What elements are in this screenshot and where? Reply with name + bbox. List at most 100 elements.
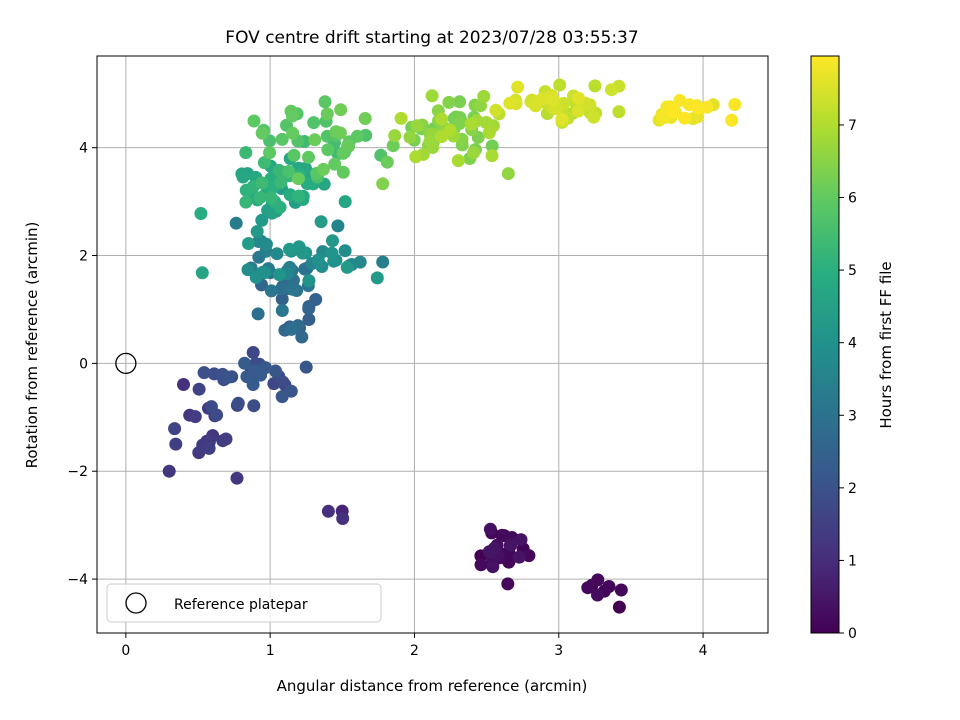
scatter-point: [286, 126, 300, 140]
scatter-point: [275, 390, 289, 404]
colorbar-tick-label: 2: [848, 481, 857, 497]
scatter-point: [309, 293, 323, 306]
scatter-point: [571, 104, 585, 118]
scatter-point: [274, 175, 288, 189]
scatter-point: [295, 330, 309, 344]
scatter-point: [168, 422, 182, 436]
scatter-point: [338, 244, 352, 258]
scatter-point: [296, 246, 310, 260]
scatter-point: [219, 432, 233, 446]
scatter-point: [656, 111, 670, 125]
scatter-point: [331, 219, 345, 233]
scatter-point: [162, 464, 176, 478]
colorbar-tick-label: 1: [848, 553, 857, 569]
scatter-point: [251, 307, 265, 321]
scatter-point: [202, 441, 216, 455]
x-tick-label: 2: [410, 643, 419, 659]
scatter-point: [257, 156, 271, 170]
scatter-point: [299, 360, 313, 374]
scatter-point: [275, 292, 289, 306]
scatter-point: [464, 117, 478, 131]
scatter-point: [376, 177, 390, 191]
scatter-point: [333, 126, 347, 140]
colorbar-tick-label: 3: [848, 408, 857, 424]
scatter-point: [477, 89, 491, 103]
scatter-point: [230, 471, 244, 485]
scatter-point: [242, 237, 255, 250]
scatter-point: [380, 155, 394, 169]
scatter-point: [284, 322, 298, 336]
y-axis-label: Rotation from reference (arcmin): [23, 222, 41, 469]
scatter-point: [240, 370, 254, 384]
scatter-point: [725, 113, 739, 127]
scatter-point: [353, 255, 367, 269]
scatter-point: [287, 148, 301, 162]
colorbar-tick-label: 0: [848, 626, 857, 642]
scatter-point: [522, 549, 536, 563]
y-tick-label: 0: [79, 356, 88, 372]
scatter-point: [514, 533, 528, 547]
scatter-point: [591, 588, 604, 602]
scatter-point: [678, 111, 691, 125]
scatter-point: [236, 170, 250, 184]
scatter-point: [291, 172, 305, 186]
scatter-point: [275, 304, 289, 317]
scatter-point: [269, 364, 282, 378]
scatter-point: [386, 139, 400, 153]
chart-title: FOV centre drift starting at 2023/07/28 …: [225, 28, 638, 48]
plot-frame: [96, 55, 769, 634]
scatter-point: [338, 195, 352, 209]
scatter-point: [425, 89, 439, 103]
scatter-point: [221, 370, 235, 384]
scatter-point: [442, 95, 456, 109]
x-axis-ticks: 0 1 2 3 4: [121, 633, 708, 659]
scatter-point: [325, 246, 339, 260]
scatter-point: [485, 149, 499, 163]
scatter-point: [553, 78, 567, 92]
scatter-point: [320, 107, 334, 121]
scatter-point: [264, 284, 278, 298]
scatter-point: [409, 150, 423, 164]
scatter-point: [467, 146, 481, 160]
y-tick-label: −2: [67, 464, 88, 480]
scatter-point: [612, 600, 626, 614]
scatter-point: [691, 101, 705, 115]
scatter-point: [302, 313, 316, 326]
scatter-point: [503, 96, 517, 110]
scatter-point: [302, 150, 315, 164]
scatter-point: [316, 162, 330, 176]
scatter-point: [497, 529, 511, 543]
colorbar-tick-label: 7: [848, 118, 857, 134]
scatter-point: [482, 126, 496, 140]
scatter-point: [285, 282, 299, 296]
scatter-point: [334, 103, 348, 117]
scatter-point: [485, 139, 499, 153]
scatter-point: [264, 191, 278, 205]
scatter-point: [194, 207, 208, 220]
scatter-point: [336, 512, 350, 525]
scatter-point: [504, 538, 518, 552]
scatter-point: [197, 366, 211, 380]
scatter-point: [321, 143, 335, 157]
scatter-point: [581, 581, 595, 595]
colorbar: 0 1 2 3 4 5 6 7 Hours from first FF file: [810, 55, 895, 642]
scatter-point: [423, 134, 437, 148]
scatter-point: [443, 123, 457, 137]
scatter-point: [394, 111, 408, 125]
scatter-point: [272, 163, 286, 177]
scatter-point: [435, 112, 449, 126]
scatter-point: [486, 560, 500, 574]
scatter-point: [286, 109, 299, 123]
legend-box: [106, 583, 382, 623]
scatter-point: [376, 255, 390, 269]
scatter-point: [241, 263, 255, 277]
x-axis-label: Angular distance from reference (arcmin): [277, 677, 588, 695]
scatter-point: [195, 266, 209, 280]
y-tick-label: −4: [67, 572, 88, 588]
scatter-point: [255, 176, 269, 190]
scatter-point: [728, 98, 742, 111]
scatter-point: [591, 573, 605, 587]
legend-marker-icon: [125, 592, 147, 614]
scatter-point: [358, 112, 372, 125]
scatter-point: [483, 522, 497, 536]
